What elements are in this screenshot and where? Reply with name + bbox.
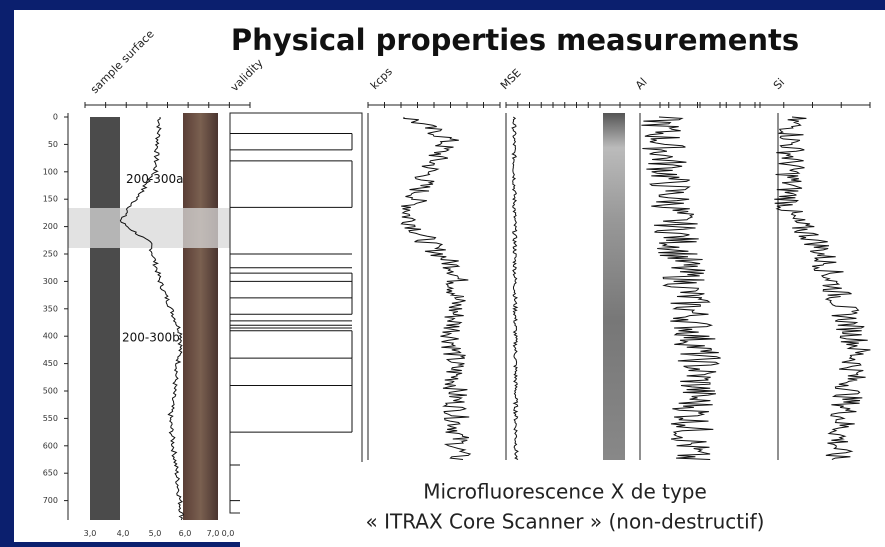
x-tick-label: 5,0 xyxy=(149,529,162,538)
depth-tick-label: 50 xyxy=(48,140,58,149)
depth-tick-label: 450 xyxy=(43,359,58,368)
x-tick-label: 0,0 xyxy=(222,529,235,538)
depth-tick-label: 600 xyxy=(43,441,58,450)
core-xray xyxy=(90,117,120,520)
depth-tick-label: 550 xyxy=(43,414,58,423)
depth-tick-label: 100 xyxy=(43,167,58,176)
x-tick-label: 4,0 xyxy=(117,529,130,538)
caption-line: « ITRAX Core Scanner » (non-destructif) xyxy=(366,510,765,534)
depth-tick-label: 150 xyxy=(43,195,58,204)
depth-tick-label: 250 xyxy=(43,250,58,259)
x-tick-label: 6,0 xyxy=(179,529,192,538)
depth-tick-label: 500 xyxy=(43,387,58,396)
highlight-band xyxy=(68,208,230,248)
x-tick-label: 7,0 xyxy=(207,529,220,538)
caption-box xyxy=(240,462,885,547)
depth-tick-label: 650 xyxy=(43,469,58,478)
title: Physical properties measurements xyxy=(231,23,799,57)
depth-tick-label: 0 xyxy=(53,113,58,122)
mse-trace xyxy=(511,116,519,460)
depth-tick-label: 400 xyxy=(43,332,58,341)
al-trace xyxy=(641,116,721,460)
si-trace xyxy=(774,116,871,460)
caption-line: Microfluorescence X de type xyxy=(423,480,707,504)
surface-trace xyxy=(119,116,185,521)
kcps-trace xyxy=(400,116,472,460)
depth-tick-label: 700 xyxy=(43,496,58,505)
depth-tick-label: 350 xyxy=(43,304,58,313)
annotation: 200-300a xyxy=(126,172,184,186)
x-tick-label: 3,0 xyxy=(84,529,97,538)
depth-tick-label: 200 xyxy=(43,222,58,231)
mse-image xyxy=(603,113,625,460)
annotation: 200-300b xyxy=(122,331,180,345)
depth-tick-label: 300 xyxy=(43,277,58,286)
core-photo xyxy=(183,113,218,520)
